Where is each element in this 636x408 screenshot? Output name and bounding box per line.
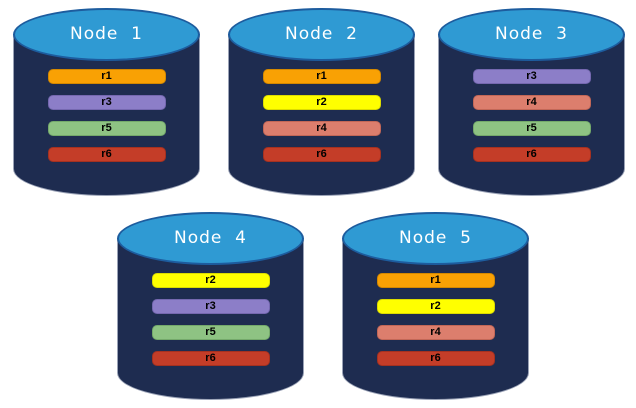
cylinder-top: Node 4 (117, 212, 304, 265)
replica-bar: r5 (151, 325, 270, 340)
node-label: Node 1 (70, 23, 143, 44)
database-node: Node 1 r1 r3 r5 r6 (13, 8, 200, 196)
node-label: Node 2 (285, 23, 358, 44)
replica-label: r2 (430, 300, 441, 312)
replica-label: r6 (316, 148, 327, 160)
replica-bar: r6 (262, 147, 381, 162)
replica-label: r5 (101, 122, 112, 134)
replica-bar: r2 (151, 273, 270, 288)
replica-bar: r3 (151, 299, 270, 314)
replica-list: r1 r2 r4 r6 (342, 273, 529, 366)
database-node: Node 2 r1 r2 r4 r6 (228, 8, 415, 196)
replica-bar: r6 (376, 351, 495, 366)
replica-label: r4 (430, 326, 441, 338)
replica-label: r2 (316, 96, 327, 108)
node-label: Node 4 (174, 227, 247, 248)
replica-bar: r1 (262, 69, 381, 84)
cylinder-body (342, 238, 529, 400)
replica-label: r6 (205, 352, 216, 364)
replica-label: r6 (430, 352, 441, 364)
replica-bar: r2 (262, 95, 381, 110)
replica-bar: r5 (47, 121, 166, 136)
replica-label: r5 (526, 122, 537, 134)
replica-bar: r4 (376, 325, 495, 340)
replica-bar: r4 (472, 95, 591, 110)
database-node: Node 4 r2 r3 r5 r6 (117, 212, 304, 400)
replica-label: r4 (526, 96, 537, 108)
replica-bar: r1 (47, 69, 166, 84)
cylinder-body (438, 34, 625, 196)
database-node: Node 5 r1 r2 r4 r6 (342, 212, 529, 400)
cylinder-top: Node 2 (228, 8, 415, 61)
node-label: Node 5 (399, 227, 472, 248)
replica-bar: r1 (376, 273, 495, 288)
replica-label: r4 (316, 122, 327, 134)
replica-label: r3 (526, 70, 537, 82)
replica-label: r1 (101, 70, 112, 82)
cylinder-top: Node 1 (13, 8, 200, 61)
replica-bar: r4 (262, 121, 381, 136)
replica-list: r1 r2 r4 r6 (228, 69, 415, 162)
replica-label: r3 (205, 300, 216, 312)
replica-list: r3 r4 r5 r6 (438, 69, 625, 162)
replica-label: r2 (205, 274, 216, 286)
replica-label: r6 (101, 148, 112, 160)
cylinder-body (13, 34, 200, 196)
node-label: Node 3 (495, 23, 568, 44)
replica-bar: r3 (47, 95, 166, 110)
replica-label: r1 (316, 70, 327, 82)
replica-label: r6 (526, 148, 537, 160)
replica-list: r2 r3 r5 r6 (117, 273, 304, 366)
replica-label: r1 (430, 274, 441, 286)
cylinder-top: Node 5 (342, 212, 529, 265)
replica-bar: r6 (151, 351, 270, 366)
replica-bar: r3 (472, 69, 591, 84)
replica-label: r5 (205, 326, 216, 338)
replica-label: r3 (101, 96, 112, 108)
replica-list: r1 r3 r5 r6 (13, 69, 200, 162)
database-node: Node 3 r3 r4 r5 r6 (438, 8, 625, 196)
replica-bar: r5 (472, 121, 591, 136)
replica-bar: r2 (376, 299, 495, 314)
replica-bar: r6 (472, 147, 591, 162)
replica-bar: r6 (47, 147, 166, 162)
cylinder-body (117, 238, 304, 400)
cylinder-top: Node 3 (438, 8, 625, 61)
cylinder-body (228, 34, 415, 196)
